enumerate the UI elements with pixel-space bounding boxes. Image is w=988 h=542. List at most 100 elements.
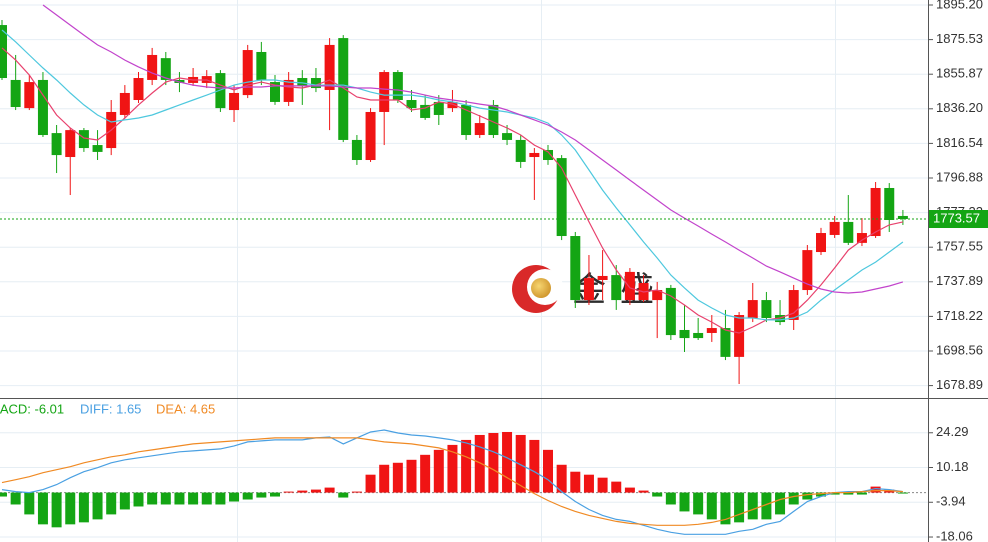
y-tick-label: 1757.55: [936, 239, 983, 254]
histogram-bar: [201, 492, 212, 505]
candle-body: [270, 82, 280, 102]
histogram-bar: [379, 464, 390, 493]
histogram-bar: [242, 492, 253, 500]
candle-body: [461, 104, 472, 136]
logo-coin: [531, 278, 551, 298]
histogram-bar: [10, 492, 21, 505]
candle-body: [884, 187, 895, 221]
candle-body: [816, 233, 826, 253]
candle-body: [133, 78, 144, 101]
candle-body: [10, 79, 21, 108]
histogram-bar: [611, 481, 622, 493]
line-series: [1, 437, 903, 526]
line-series: [42, 4, 904, 294]
histogram-bar: [338, 492, 349, 498]
candle-body: [515, 139, 526, 162]
candle-body: [611, 275, 622, 301]
y-tick-label: 1875.53: [936, 31, 983, 46]
histogram-bar: [188, 492, 199, 505]
histogram-bar: [502, 431, 513, 493]
histogram-bar: [897, 492, 908, 494]
candle-body: [0, 25, 7, 79]
y-tick-label: -18.06: [936, 528, 973, 542]
last-price-box: [929, 210, 988, 229]
candle-body: [583, 278, 594, 301]
y-tick-label: 1796.88: [936, 169, 983, 184]
legend-dea: DEA: 4.65: [156, 401, 215, 416]
candle-body: [802, 250, 813, 291]
histogram-bar: [147, 492, 158, 505]
histogram-bar: [734, 492, 745, 523]
y-tick-label: 24.29: [936, 424, 969, 439]
plot: [0, 4, 928, 535]
histogram-bar: [816, 492, 826, 497]
histogram-bar: [515, 434, 526, 493]
histogram-bar: [570, 471, 581, 493]
y-tick-label: -3.94: [936, 494, 966, 509]
candle-body: [761, 300, 772, 319]
legend-macd: MACD: -6.01: [0, 401, 64, 416]
line-series: [1, 429, 903, 535]
histogram-bar: [37, 492, 48, 525]
candle-body: [160, 58, 171, 80]
candle-body: [78, 130, 89, 149]
histogram-bar: [270, 492, 280, 497]
candle-body: [338, 38, 349, 140]
candle-body: [829, 221, 840, 235]
histogram-bar: [775, 492, 786, 515]
y-tick-label: 1895.20: [936, 0, 983, 11]
histogram-bar: [583, 474, 594, 493]
candle-body: [242, 50, 253, 96]
y-tick-label: 1836.20: [936, 100, 983, 115]
histogram-bar: [556, 464, 567, 493]
histogram-bar: [24, 492, 35, 515]
candle-body: [870, 187, 881, 237]
y-tick-label: 1816.54: [936, 135, 983, 150]
line-series: [1, 47, 904, 334]
histogram-bar: [802, 492, 813, 500]
candle-body: [720, 328, 731, 357]
candle-body: [624, 271, 635, 301]
histogram-bar: [406, 459, 417, 493]
candle-body: [24, 82, 35, 109]
candle-body: [447, 101, 458, 109]
histogram-bar: [174, 492, 185, 505]
candle-body: [747, 300, 758, 319]
candle-body: [488, 104, 499, 136]
candle-body: [420, 104, 431, 118]
histogram-bar: [488, 432, 499, 493]
candle-body: [502, 133, 513, 140]
histogram-bar: [543, 449, 553, 493]
candle-body: [734, 315, 745, 357]
histogram-bar: [310, 489, 321, 493]
histogram-bar: [665, 492, 676, 505]
candle-body: [543, 149, 553, 161]
histogram-bar: [65, 492, 76, 525]
histogram-bar: [638, 490, 649, 493]
candle-body: [119, 92, 130, 115]
candle-body: [556, 158, 567, 237]
histogram-bar: [461, 439, 472, 493]
histogram-bar: [160, 492, 171, 505]
y-tick-label: 1737.89: [936, 273, 983, 288]
histogram-bar: [720, 492, 731, 525]
histogram-bar: [829, 492, 840, 495]
histogram-bar: [856, 492, 867, 495]
candle-body: [570, 236, 581, 301]
candle-body: [665, 287, 676, 336]
histogram-bar: [215, 492, 226, 505]
candle-body: [897, 215, 908, 220]
candle-body: [529, 152, 540, 158]
histogram-bar: [788, 492, 799, 505]
histogram-bar: [706, 492, 717, 520]
candle-body: [92, 145, 103, 152]
candle-body: [324, 44, 335, 90]
histogram-bar: [624, 487, 635, 493]
candle-body: [37, 79, 48, 136]
histogram-bar: [229, 492, 240, 502]
horizontal-grid: [0, 4, 928, 538]
histogram-bar: [119, 492, 130, 510]
candle-body: [843, 221, 854, 243]
candle-body: [856, 233, 867, 243]
